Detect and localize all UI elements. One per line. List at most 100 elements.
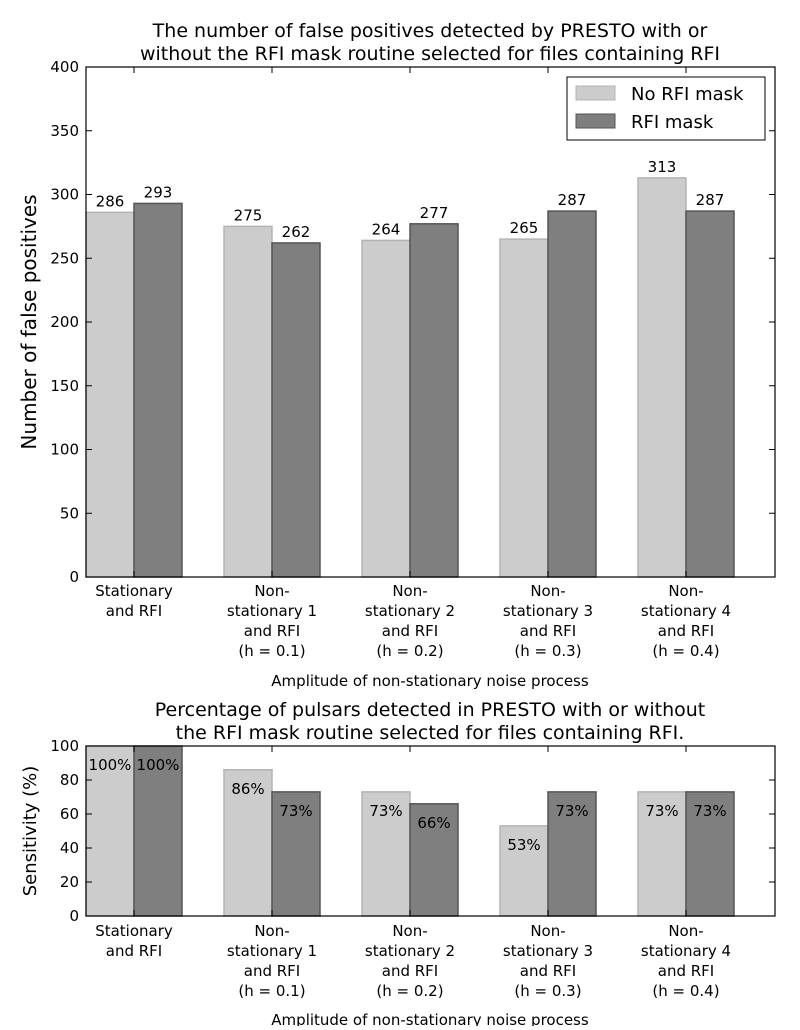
x-tick-label-line: Non- [668, 582, 703, 600]
data-label: 275 [234, 206, 263, 224]
chart-1: The number of false positives detected b… [17, 20, 776, 690]
x-tick-label-line: (h = 0.4) [652, 982, 719, 1000]
data-label: 100% [89, 756, 132, 774]
x-tick-label-line: Non- [392, 922, 427, 940]
x-tick-label-line: Non- [530, 922, 565, 940]
data-label: 73% [693, 802, 726, 820]
data-label: 73% [555, 802, 588, 820]
x-tick-label: Non-stationary 2 and RFI (h = 0.2) [365, 922, 455, 1000]
y-axis-label: Number of false positives [17, 194, 41, 449]
data-label: 73% [645, 802, 678, 820]
x-tick-label-line: and RFI [382, 622, 438, 640]
x-tick-label-line: (h = 0.3) [514, 982, 581, 1000]
legend-swatch [575, 113, 616, 129]
x-tick-label-line: (h = 0.4) [652, 642, 719, 660]
y-tick-label: 20 [60, 873, 79, 891]
plot-frame [85, 745, 776, 917]
y-tick-label: 150 [50, 377, 79, 395]
data-label: 100% [137, 756, 180, 774]
legend: No RFI mask RFI mask [566, 76, 766, 141]
y-tick-label: 40 [60, 839, 79, 857]
data-label: 287 [558, 191, 587, 209]
x-axis-label: Amplitude of non-stationary noise proces… [271, 672, 589, 690]
bar [409, 223, 459, 578]
x-tick-label-line: and RFI [106, 942, 162, 960]
x-tick-label-line: stationary 2 [365, 602, 455, 620]
x-tick-label: Non-stationary 3 and RFI (h = 0.3) [503, 582, 593, 660]
bar [271, 791, 321, 917]
data-label: 73% [279, 802, 312, 820]
legend-entry: No RFI mask [631, 84, 744, 105]
x-tick-label-line: and RFI [106, 602, 162, 620]
legend-swatch [575, 85, 616, 101]
y-tick-label: 100 [50, 737, 79, 755]
y-tick-label: 0 [69, 568, 79, 586]
x-tick-label-line: Stationary [95, 922, 173, 940]
x-tick-label-line: (h = 0.1) [238, 642, 305, 660]
bar [409, 803, 459, 917]
bar [85, 211, 135, 578]
data-label: 287 [696, 191, 725, 209]
bar [133, 745, 183, 917]
data-label: 73% [369, 802, 402, 820]
x-tick-label-line: and RFI [244, 622, 300, 640]
y-tick-label: 100 [50, 441, 79, 459]
bar [133, 202, 183, 578]
bar [637, 177, 687, 578]
x-tick-label-line: stationary 4 [641, 602, 731, 620]
x-tick-label-line: stationary 2 [365, 942, 455, 960]
y-tick-label: 50 [60, 504, 79, 522]
x-tick-label-line: Stationary [95, 582, 173, 600]
x-tick-label-line: (h = 0.2) [376, 982, 443, 1000]
bar [361, 791, 411, 917]
chart-title-line: without the RFI mask routine selected fo… [140, 43, 720, 65]
x-tick-label-line: stationary 3 [503, 942, 593, 960]
y-tick-label: 200 [50, 313, 79, 331]
data-label: 262 [282, 223, 311, 241]
y-tick-label: 400 [50, 58, 79, 76]
x-tick-label-line: Non- [254, 582, 289, 600]
bar [685, 210, 735, 578]
data-label: 265 [510, 219, 539, 237]
data-label: 66% [417, 814, 450, 832]
bar [361, 239, 411, 578]
data-label: 293 [144, 183, 173, 201]
data-label: 313 [648, 158, 677, 176]
chart-title-line: Percentage of pulsars detected in PRESTO… [155, 699, 705, 721]
data-label: 264 [372, 220, 401, 238]
x-tick-label-line: stationary 4 [641, 942, 731, 960]
x-tick-label-line: Non- [392, 582, 427, 600]
chart-title-line: the RFI mask routine selected for files … [176, 722, 685, 744]
x-tick-label-line: (h = 0.3) [514, 642, 581, 660]
data-label: 286 [96, 192, 125, 210]
data-label: 277 [420, 204, 449, 222]
x-tick-label-line: (h = 0.2) [376, 642, 443, 660]
bar [499, 238, 549, 578]
x-tick-label: Stationary and RFI [95, 922, 173, 960]
x-tick-label: Non-stationary 2 and RFI (h = 0.2) [365, 582, 455, 660]
x-tick-label-line: Non- [254, 922, 289, 940]
x-tick-label-line: and RFI [658, 962, 714, 980]
x-tick-label: Non-stationary 4 and RFI (h = 0.4) [641, 582, 731, 660]
data-label: 86% [231, 780, 264, 798]
data-label: 53% [507, 836, 540, 854]
y-tick-label: 60 [60, 805, 79, 823]
x-tick-label: Non-stationary 1 and RFI (h = 0.1) [227, 582, 317, 660]
x-axis-label: Amplitude of non-stationary noise proces… [271, 1011, 589, 1026]
x-tick-label-line: Non- [530, 582, 565, 600]
y-tick-label: 350 [50, 122, 79, 140]
bar [271, 242, 321, 578]
x-tick-label-line: and RFI [382, 962, 438, 980]
bar [223, 225, 273, 578]
x-tick-label-line: and RFI [244, 962, 300, 980]
x-tick-label-line: and RFI [658, 622, 714, 640]
x-tick-label-line: (h = 0.1) [238, 982, 305, 1000]
x-tick-label-line: stationary 1 [227, 602, 317, 620]
x-tick-label-line: and RFI [520, 962, 576, 980]
chart-title-line: The number of false positives detected b… [152, 20, 708, 42]
y-tick-label: 0 [69, 907, 79, 925]
x-tick-label: Non-stationary 1 and RFI (h = 0.1) [227, 922, 317, 1000]
x-tick-label-line: Non- [668, 922, 703, 940]
x-tick-label-line: stationary 3 [503, 602, 593, 620]
